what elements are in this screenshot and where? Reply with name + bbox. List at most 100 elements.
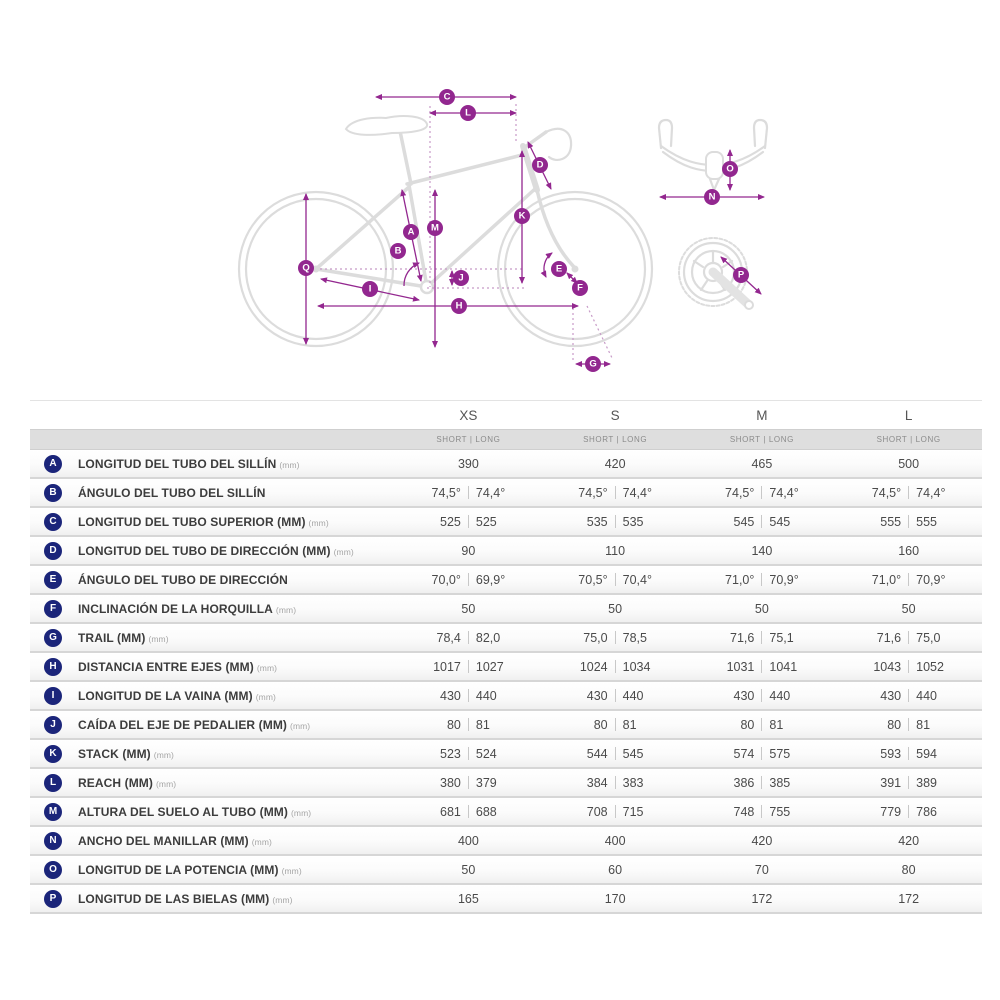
short-long-separator — [467, 776, 469, 789]
svg-text:B: B — [395, 246, 402, 257]
value: 81 — [622, 717, 637, 732]
row-label: ANCHO DEL MANILLAR (MM) (mm) — [78, 833, 272, 848]
marker-F: F — [572, 280, 588, 296]
row-unit: (mm) — [156, 778, 177, 789]
value: 779 — [880, 804, 902, 819]
subheader-s: SHORT | LONG — [583, 435, 648, 444]
table-row: I LONGITUD DE LA VAINA (MM) (mm) 430 440 43… — [30, 682, 982, 711]
value-cell: 430 440 — [835, 689, 982, 703]
row-letter-badge: G — [44, 628, 62, 647]
value: 1052 — [916, 659, 944, 674]
value: 172 — [898, 891, 920, 906]
value: 69,9° — [475, 572, 506, 587]
value: 390 — [457, 456, 479, 471]
value: 386 — [733, 775, 755, 790]
value: 75,0 — [916, 630, 941, 645]
value: 1024 — [579, 659, 608, 674]
row-label: ALTURA DEL SUELO AL TUBO (MM) (mm) — [78, 804, 312, 819]
value: 681 — [440, 804, 461, 819]
value: 555 — [880, 514, 902, 529]
svg-text:L: L — [465, 108, 471, 119]
bike-geometry-svg: C L D K A M B Q J I H E F G N O P — [237, 89, 769, 372]
value: 80 — [593, 717, 608, 732]
short-long-separator — [908, 805, 910, 818]
svg-text:D: D — [537, 160, 544, 171]
value: 74,4° — [769, 485, 799, 500]
short-long-separator — [908, 660, 910, 673]
row-letter-badge: F — [44, 599, 62, 618]
value: 748 — [733, 804, 755, 819]
value-cell: 386 385 — [689, 776, 836, 790]
row-label: STACK (MM) (mm) — [78, 746, 174, 761]
value: 1027 — [475, 659, 504, 674]
table-row: F INCLINACIÓN DE LA HORQUILLA (mm) 50 50 50… — [30, 595, 982, 624]
row-label: LONGITUD DE LA VAINA (MM) (mm) — [78, 688, 276, 703]
value-cell: 430 440 — [395, 689, 542, 703]
row-letter-badge: D — [44, 541, 62, 560]
svg-text:F: F — [577, 283, 583, 294]
row-label: TRAIL (MM) (mm) — [78, 630, 169, 645]
value-cell: 779 786 — [835, 805, 982, 819]
value-cell: 535 535 — [542, 515, 689, 529]
row-unit: (mm) — [272, 894, 293, 905]
svg-text:A: A — [408, 227, 415, 238]
value-cell: 80 81 — [835, 718, 982, 732]
short-long-separator — [614, 776, 616, 789]
value-cell: 574 575 — [689, 747, 836, 761]
row-letter-badge: N — [44, 831, 62, 850]
short-long-separator — [908, 776, 910, 789]
short-long-separator — [467, 689, 469, 702]
value: 172 — [751, 891, 773, 906]
short-long-separator — [761, 718, 763, 731]
table-row: P LONGITUD DE LAS BIELAS (MM) (mm) 165 170… — [30, 885, 982, 914]
marker-D: D — [532, 157, 548, 173]
row-label: LONGITUD DE LAS BIELAS (MM) (mm) — [78, 891, 293, 906]
svg-text:M: M — [431, 223, 439, 234]
short-long-separator — [467, 515, 469, 528]
value-cell: 545 545 — [689, 515, 836, 529]
value-cell: 71,0° 70,9° — [689, 573, 836, 587]
svg-text:H: H — [456, 301, 463, 312]
svg-text:K: K — [519, 211, 526, 222]
marker-G: G — [585, 356, 601, 372]
table-rows: A LONGITUD DEL TUBO DEL SILLÍN (mm) 390 42… — [30, 450, 982, 914]
row-letter-badge: E — [44, 570, 62, 589]
value-cell: 500 — [835, 457, 982, 471]
marker-A: A — [403, 224, 419, 240]
value: 160 — [898, 543, 920, 558]
value-cell: 555 555 — [835, 515, 982, 529]
marker-H: H — [451, 298, 467, 314]
value: 575 — [769, 746, 791, 761]
svg-text:I: I — [369, 284, 372, 295]
value-cell: 420 — [542, 457, 689, 471]
table-row: G TRAIL (MM) (mm) 78,4 82,0 75,0 78,5 71,6 75,… — [30, 624, 982, 653]
value: 81 — [475, 717, 490, 732]
value-cell: 430 440 — [689, 689, 836, 703]
marker-P: P — [733, 267, 749, 283]
value-cell: 80 — [835, 863, 982, 877]
value: 74,5° — [578, 485, 608, 500]
marker-L: L — [460, 105, 476, 121]
value-cell: 172 — [689, 892, 836, 906]
marker-M: M — [427, 220, 443, 236]
value-cell: 420 — [689, 834, 836, 848]
short-long-separator — [908, 718, 910, 731]
value: 594 — [916, 746, 937, 761]
value: 70,9° — [769, 572, 799, 587]
value-cell: 593 594 — [835, 747, 982, 761]
row-unit: (mm) — [290, 720, 311, 731]
value: 110 — [605, 543, 626, 558]
value-cell: 70,0° 69,9° — [395, 573, 542, 587]
value: 140 — [751, 543, 773, 558]
value: 165 — [457, 891, 479, 906]
short-long-separator — [908, 573, 910, 586]
value-cell: 430 440 — [542, 689, 689, 703]
value-cell: 140 — [689, 544, 836, 558]
value: 81 — [916, 717, 931, 732]
value-cell: 50 — [395, 602, 542, 616]
row-unit: (mm) — [148, 633, 169, 644]
table-row: E ÁNGULO DEL TUBO DE DIRECCIÓN 70,0° 69,9… — [30, 566, 982, 595]
reference-lines — [320, 104, 614, 361]
short-long-separator — [614, 631, 616, 644]
short-long-separator — [908, 515, 910, 528]
